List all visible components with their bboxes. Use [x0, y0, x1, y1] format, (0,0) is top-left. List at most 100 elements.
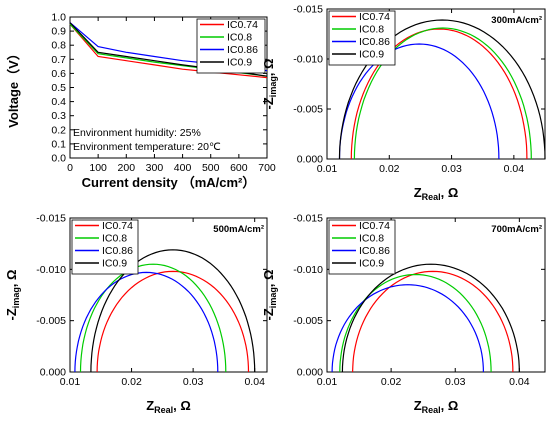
x-axis-label: Current density （mA/cm²）: [82, 175, 256, 190]
y-axis-label-unit: , Ω: [4, 270, 19, 288]
y-tick-label: 0.6: [51, 68, 66, 80]
y-tick-label: -0.010: [293, 54, 323, 66]
y-tick-label: -0.010: [293, 264, 323, 276]
y-axis-label: -Zimag, Ω: [261, 270, 278, 321]
x-tick-label: 600: [230, 162, 248, 174]
legend-box: [196, 18, 266, 74]
legend-label: IC0.74: [102, 220, 133, 232]
series-arc-IC0.8: [79, 263, 227, 373]
y-axis-label: Voltage（V）: [6, 47, 21, 128]
x-axis-label: ZReal, Ω: [146, 398, 191, 415]
series-arc-IC0.8: [339, 273, 492, 373]
x-axis-label-sub: Real: [422, 192, 441, 202]
y-axis-label: -Zimag, Ω: [4, 270, 21, 321]
polarization-chart: 0 100 200 300 400 500 600 700 0.0 0.1 0.2 0.3 0.4 0.5…: [6, 12, 276, 191]
x-tick-label: 0.03: [445, 376, 466, 388]
y-tick-label: 0.0: [51, 153, 66, 165]
legend-label: IC0.86: [102, 245, 133, 257]
y-tick-label: 1.0: [51, 12, 66, 24]
x-axis-label-unit: （mA/cm²）: [182, 175, 256, 190]
x-tick-label: 0.02: [381, 376, 402, 388]
y-axis-label: -Zimag, Ω: [261, 59, 278, 110]
x-tick-label: 0.02: [379, 163, 400, 175]
nyquist-chart-2: 0.01 0.02 0.03 0.04 0.000 -0.005 -0.010 -0.015 I…: [4, 213, 268, 415]
x-tick-label: 0.04: [244, 376, 265, 388]
y-axis-label-sub: imag: [11, 287, 21, 308]
y-tick-label: -0.005: [293, 315, 323, 327]
current-density-label: 300mA/cm²: [491, 15, 542, 26]
x-tick-label: 0.04: [504, 163, 525, 175]
legend-label: IC0.74: [359, 220, 390, 232]
legend-label: IC0.9: [102, 258, 127, 270]
legend-label: IC0.9: [359, 258, 384, 270]
x-tick-label: 200: [118, 162, 136, 174]
y-tick-label: 0.8: [51, 40, 66, 52]
y-tick-label: -0.015: [293, 213, 323, 225]
y-axis-label-unit: , Ω: [261, 59, 276, 77]
x-tick-label: 0.03: [441, 163, 462, 175]
current-density-label: 500mA/cm²: [213, 224, 264, 235]
series-arc-IC0.74: [350, 28, 528, 160]
series-line-IC0.74: [69, 23, 268, 79]
legend-label: IC0.74: [227, 19, 258, 31]
x-tick-label: 100: [89, 162, 107, 174]
x-tick-label: 700: [258, 162, 276, 174]
x-axis-label-unit: , Ω: [441, 398, 459, 413]
legend-label: IC0.9: [359, 49, 384, 61]
x-axis-label-text: Current density: [82, 175, 179, 190]
plot-frame: [69, 217, 268, 373]
x-tick-label: 0.03: [183, 376, 204, 388]
x-tick-label: 0.01: [317, 376, 338, 388]
legend-label: IC0.8: [359, 233, 384, 245]
y-axis-label-unit: , Ω: [261, 270, 276, 288]
plot-frame: [326, 217, 546, 373]
series-arc-IC0.74: [352, 270, 514, 373]
y-tick-label: -0.015: [293, 4, 323, 16]
legend-label: IC0.9: [227, 57, 252, 69]
y-axis-label-sub: imag: [268, 76, 278, 97]
legend-label: IC0.86: [359, 245, 390, 257]
x-tick-label: 0.01: [60, 376, 81, 388]
series-arc-IC0.86: [331, 284, 484, 373]
y-tick-label: 0.3: [51, 110, 66, 122]
series-arc-IC0.9: [341, 263, 520, 373]
y-tick-label: -0.005: [293, 104, 323, 116]
legend-label: IC0.86: [359, 36, 390, 48]
nyquist-chart-3: 0.01 0.02 0.03 0.04 0.000 -0.005 -0.010 -0.015 I…: [261, 213, 546, 415]
series-arc-IC0.9: [90, 249, 256, 373]
y-axis-label-main: -Z: [4, 308, 19, 320]
legend-label: IC0.8: [227, 32, 252, 44]
legend-label: IC0.8: [102, 233, 127, 245]
y-tick-label: -0.005: [36, 315, 66, 327]
x-tick-label: 500: [202, 162, 220, 174]
y-axis-label-sub: imag: [268, 287, 278, 308]
legend-box: [328, 219, 396, 275]
x-tick-label: 0: [67, 162, 73, 174]
legend-label: IC0.74: [359, 11, 390, 23]
series-arc-IC0.9: [338, 19, 546, 160]
x-axis-label-unit: , Ω: [173, 398, 191, 413]
legend-box: [328, 10, 396, 66]
x-axis-label-main: Z: [146, 398, 154, 413]
x-axis-label: ZReal, Ω: [414, 398, 459, 415]
y-axis-label-main: -Z: [261, 308, 276, 320]
x-tick-label: 0.02: [121, 376, 142, 388]
series-arc-IC0.86: [74, 271, 219, 373]
y-tick-label: 0.4: [51, 96, 66, 108]
x-tick-label: 0.01: [317, 163, 338, 175]
series-arc-IC0.8: [353, 27, 532, 160]
x-tick-label: 300: [146, 162, 164, 174]
y-tick-label: 0.7: [51, 54, 66, 66]
annotation-temperature: Environment temperature: 20℃: [73, 141, 221, 153]
plot-frame: [326, 8, 546, 160]
y-tick-label: 0.000: [40, 367, 66, 379]
legend-label: IC0.8: [359, 24, 384, 36]
y-tick-label: 0.2: [51, 124, 66, 136]
y-tick-label: 0.5: [51, 82, 66, 94]
x-tick-label: 0.04: [509, 376, 530, 388]
x-axis-label-main: Z: [414, 185, 422, 200]
legend-label: IC0.86: [227, 44, 258, 56]
y-tick-label: -0.010: [36, 264, 66, 276]
x-tick-label: 400: [174, 162, 192, 174]
x-axis-label-unit: , Ω: [441, 185, 459, 200]
